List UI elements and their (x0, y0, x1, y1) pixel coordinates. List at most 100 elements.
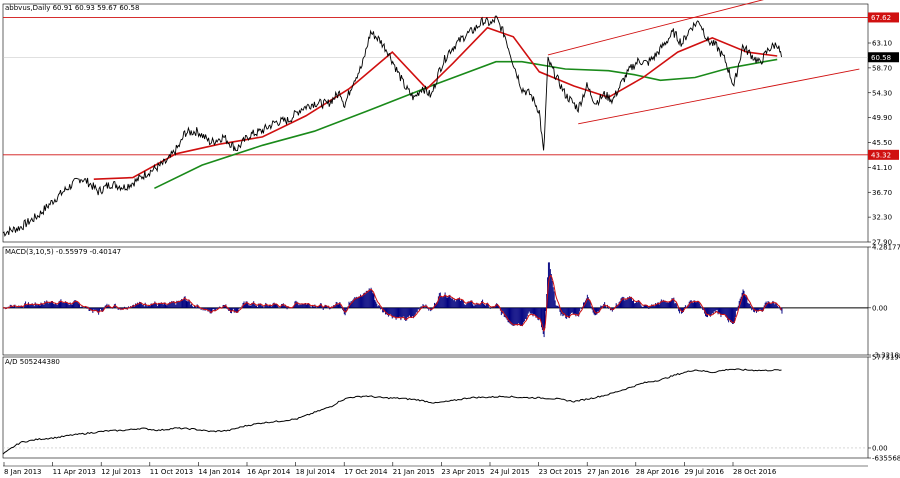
macd-histogram-bar (445, 296, 447, 308)
macd-histogram-bar (407, 307, 409, 318)
macd-histogram-bar (335, 301, 337, 308)
macd-histogram-bar (591, 307, 593, 310)
macd-histogram-bar (49, 302, 51, 308)
macd-histogram-bar (44, 301, 46, 308)
macd-histogram-bar (154, 301, 156, 308)
macd-histogram-bar (486, 302, 488, 308)
macd-histogram-bar (699, 303, 701, 308)
macd-histogram-bar (410, 307, 412, 318)
macd-histogram-bar (250, 305, 252, 308)
macd-histogram-bar (410, 307, 411, 318)
macd-histogram-bar (632, 300, 633, 308)
ma-fast-line (93, 26, 778, 180)
macd-histogram-bar (52, 303, 54, 308)
macd-histogram-bar (159, 302, 160, 308)
macd-histogram-bar (455, 301, 457, 308)
macd-histogram-bar (266, 303, 268, 308)
macd-histogram-bar (566, 307, 568, 319)
macd-histogram-bar (194, 306, 196, 308)
macd-histogram-bar (671, 298, 673, 308)
macd-histogram-bar (302, 303, 304, 308)
macd-histogram-bar (416, 307, 418, 312)
macd-histogram-bar (628, 297, 630, 308)
macd-histogram-bar (657, 302, 659, 308)
macd-histogram-bar (656, 304, 658, 308)
macd-histogram-bar (369, 289, 371, 308)
macd-histogram-bar (597, 307, 599, 312)
macd-histogram-bar (718, 307, 720, 314)
macd-histogram-bar (645, 304, 647, 308)
macd-histogram-bar (448, 295, 450, 308)
macd-histogram-bar (777, 305, 779, 308)
macd-histogram-bar (379, 305, 381, 308)
macd-histogram-bar (449, 294, 451, 308)
macd-histogram-bar (207, 307, 209, 312)
macd-histogram-bar (358, 296, 360, 308)
macd-histogram-bar (417, 307, 419, 310)
ad-tick-label: 0.00 (872, 444, 888, 452)
macd-histogram-bar (579, 307, 581, 312)
macd-histogram-bar (503, 307, 505, 317)
macd-histogram-bar (336, 302, 338, 308)
macd-histogram-bar (152, 303, 154, 308)
macd-histogram-bar (385, 307, 386, 315)
channel-upper-line (547, 0, 764, 56)
macd-histogram-bar (682, 307, 683, 313)
macd-histogram-bar (560, 307, 562, 316)
macd-histogram-bar (19, 307, 21, 308)
macd-histogram-bar (150, 303, 152, 308)
macd-histogram-bar (446, 297, 448, 308)
macd-histogram-bar (768, 301, 770, 308)
macd-histogram-bar (62, 302, 64, 308)
macd-histogram-bar (713, 307, 715, 312)
macd-histogram-bar (176, 300, 178, 308)
price-tick-label: 45.50 (872, 139, 892, 147)
macd-histogram-bar (537, 307, 539, 320)
macd-histogram-bar (184, 296, 186, 308)
macd-histogram-bar (689, 300, 691, 308)
macd-histogram-bar (636, 302, 638, 308)
macd-histogram-bar (236, 307, 238, 313)
macd-histogram-bar (198, 307, 200, 309)
macd-histogram-bar (323, 306, 325, 308)
macd-histogram-bar (171, 300, 173, 308)
macd-histogram-bar (179, 301, 181, 308)
macd-histogram-bar (692, 303, 694, 308)
macd-histogram-bar (224, 305, 226, 308)
macd-histogram-bar (483, 303, 485, 308)
macd-histogram-bar (215, 307, 217, 312)
macd-histogram-bar (392, 307, 394, 318)
macd-histogram-bar (80, 306, 82, 308)
macd-histogram-bar (360, 294, 362, 308)
macd-histogram-bar (459, 297, 460, 308)
macd-histogram-bar (361, 295, 362, 308)
macd-histogram-bar (185, 300, 187, 308)
macd-histogram-bar (550, 274, 552, 308)
macd-histogram-bar (647, 306, 649, 308)
macd-histogram-bar (67, 304, 69, 308)
macd-histogram-bar (307, 303, 309, 308)
macd-histogram-bar (544, 307, 546, 329)
macd-histogram-bar (271, 305, 273, 308)
macd-histogram-bar (575, 307, 577, 317)
macd-histogram-bar (192, 306, 194, 308)
macd-histogram-bar (502, 307, 504, 313)
macd-histogram-bar (181, 298, 183, 308)
macd-histogram-bar (73, 300, 75, 308)
macd-histogram-bar (684, 305, 686, 308)
macd-histogram-bar (733, 307, 735, 323)
macd-histogram-bar (542, 307, 544, 334)
macd-histogram-bar (730, 307, 732, 323)
macd-histogram-bar (46, 300, 48, 308)
macd-histogram-bar (585, 298, 587, 308)
macd-histogram-bar (556, 305, 558, 308)
macd-histogram-bar (475, 305, 477, 308)
macd-histogram-bar (350, 301, 352, 308)
macd-histogram-bar (724, 307, 726, 315)
macd-histogram-bar (35, 303, 37, 308)
macd-histogram-bar (698, 301, 700, 308)
macd-histogram-bar (436, 301, 438, 308)
macd-histogram-bar (43, 304, 45, 308)
macd-histogram-bar (720, 307, 722, 318)
macd-histogram-bar (237, 307, 239, 313)
